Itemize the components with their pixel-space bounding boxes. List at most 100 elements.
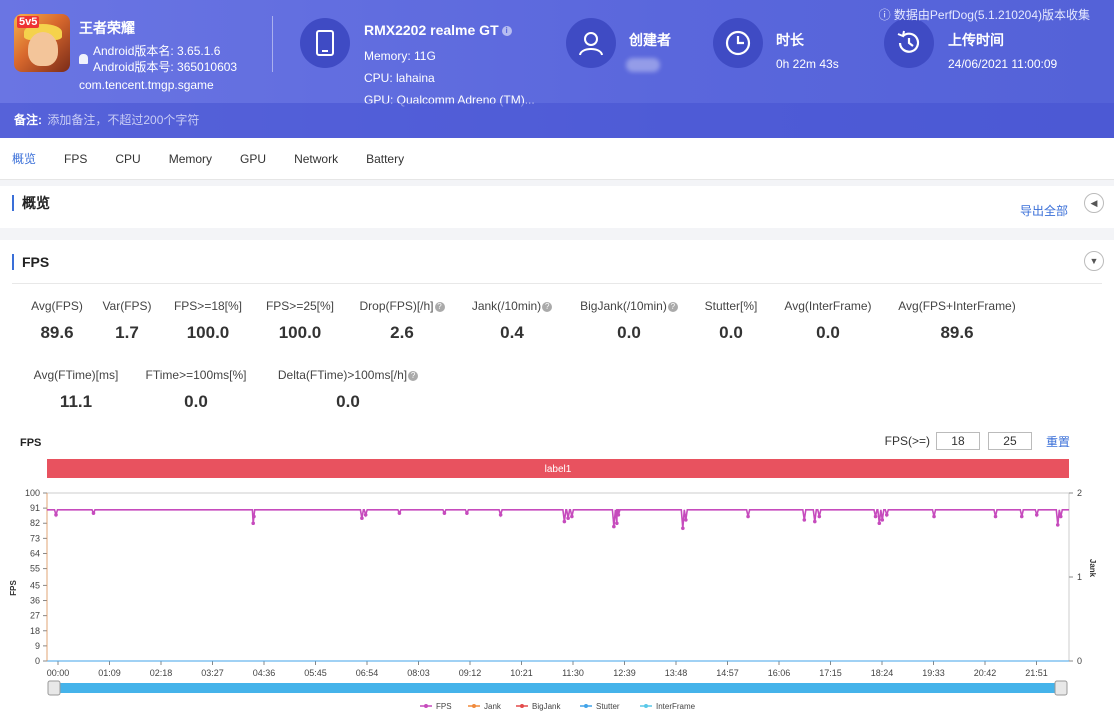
metric-label-text: BigJank(/10min)	[580, 299, 667, 313]
tab-cpu[interactable]: CPU	[115, 151, 141, 166]
metric-label-text: Drop(FPS)[/h]	[359, 299, 434, 313]
metric-label-text: Avg(InterFrame)	[784, 299, 872, 313]
app-icon-face	[28, 32, 58, 66]
note-input[interactable]: 添加备注，不超过200个字符	[47, 113, 200, 127]
x-tick-label: 11:30	[562, 668, 584, 678]
note-label: 备注:	[14, 113, 42, 127]
metric-label-text: Delta(FTime)>100ms[/h]	[277, 368, 408, 382]
metric-avg-interframe: Avg(InterFrame) 0.0	[738, 299, 918, 343]
panel-divider	[12, 283, 1102, 284]
x-tick-label: 04:36	[253, 668, 276, 678]
y-tick-label: 0	[35, 656, 40, 666]
series-line-fps	[47, 509, 1069, 529]
fps-point	[684, 518, 688, 522]
creator-name-redacted	[626, 58, 660, 72]
collapse-down-icon[interactable]: ▼	[1084, 251, 1104, 271]
android-icon	[79, 54, 88, 64]
metric-value: 0.0	[617, 323, 641, 342]
range-slider-right-handle[interactable]	[1054, 680, 1068, 696]
metric-label: Drop(FPS)[/h]?	[312, 299, 492, 313]
fps-point	[363, 513, 368, 517]
metric-value: 11.1	[59, 392, 93, 411]
tab-network[interactable]: Network	[294, 151, 339, 166]
metric-label: Var(FPS)	[37, 299, 217, 313]
fps-point	[465, 511, 469, 515]
chart-grid	[46, 492, 1070, 662]
legend-item: Stutter	[596, 702, 620, 711]
metric-fps-25: FPS>=25[%] 100.0	[210, 299, 390, 343]
fps-point	[877, 521, 882, 526]
metric-value: 2.6	[390, 323, 414, 342]
device-info-icon[interactable]: i	[501, 26, 512, 37]
note-bar[interactable]: 备注: 添加备注，不超过200个字符	[0, 103, 1114, 138]
fps-point	[252, 514, 256, 519]
fps-point	[1019, 514, 1024, 519]
fps-point	[880, 518, 885, 522]
fps-threshold-2-input[interactable]	[987, 432, 1032, 450]
range-slider-track[interactable]	[50, 683, 1064, 693]
tab-overview[interactable]: 概览	[12, 152, 37, 166]
metric-label-text: FTime>=100ms[%]	[145, 368, 247, 382]
reset-button[interactable]: 重置	[1045, 434, 1070, 449]
metric-label-text: FPS>=18[%]	[173, 299, 243, 313]
app-version-info: Android版本名: 3.65.1.6 Android版本号: 3650106…	[79, 43, 237, 75]
chart-series	[46, 493, 1069, 662]
help-icon[interactable]: ?	[434, 301, 445, 312]
legend-item: FPS	[436, 702, 452, 711]
x-tick-label: 05:45	[304, 668, 327, 678]
legend-item: Jank	[484, 702, 502, 711]
metric-value: 0.0	[719, 323, 743, 342]
x-tick-label: 00:00	[47, 668, 70, 678]
metric-value: 89.6	[40, 323, 74, 342]
range-slider-left-handle[interactable]	[47, 680, 61, 696]
metric-value: 100.0	[278, 323, 322, 342]
metric-var-fps: Var(FPS) 1.7	[37, 299, 217, 343]
metric-avg-fps: Avg(FPS) 89.6	[0, 299, 147, 343]
device-memory: Memory: 11G	[364, 49, 436, 63]
tab-fps[interactable]: FPS	[64, 151, 88, 166]
app-version-code: Android版本号: 365010603	[93, 60, 238, 74]
overview-title: 概览	[12, 195, 50, 211]
fps-point	[681, 526, 685, 531]
x-tick-label: 02:18	[150, 668, 173, 678]
duration-value: 0h 22m 43s	[776, 57, 839, 71]
overview-panel: 概览 导出全部 ◀	[0, 186, 1114, 228]
x-tick-label: 12:39	[613, 668, 636, 678]
device-title: RMX2202 realme GT i	[364, 22, 512, 38]
metric-avg-fps-interframe: Avg(FPS+InterFrame) 89.6	[867, 299, 1047, 343]
fps-point	[932, 514, 936, 519]
help-icon[interactable]: ?	[667, 301, 678, 312]
y-tick-label: 9	[35, 641, 40, 651]
duration-label: 时长	[776, 32, 804, 48]
metric-label: Avg(FPS)	[0, 299, 147, 313]
tab-memory[interactable]: Memory	[168, 151, 213, 166]
metric-label-text: Var(FPS)	[102, 299, 152, 313]
metric-ftime-100ms: FTime>=100ms[%] 0.0	[106, 368, 286, 412]
device-cpu: CPU: lahaina	[364, 71, 435, 85]
help-icon[interactable]: ?	[542, 301, 553, 312]
fps-point	[251, 521, 255, 526]
fps-threshold-1-input[interactable]	[935, 432, 980, 450]
header-divider	[272, 16, 273, 72]
fps-point	[360, 516, 364, 520]
metric-drop-fps-h: Drop(FPS)[/h]? 2.6	[312, 299, 492, 343]
fps-point	[562, 519, 567, 524]
y-tick-label: 82	[30, 518, 40, 528]
metric-jank-10min: Jank(/10min)? 0.4	[422, 299, 602, 343]
plot-area	[46, 492, 1070, 662]
metric-value: 0.0	[336, 392, 360, 411]
metric-value: 0.0	[816, 323, 840, 342]
label-band[interactable]	[47, 459, 1069, 478]
tab-gpu[interactable]: GPU	[240, 151, 267, 166]
export-all-link[interactable]: 导出全部	[1019, 204, 1068, 218]
metric-label: Delta(FTime)>100ms[/h]?	[258, 368, 438, 382]
metric-label-text: Stutter[%]	[704, 299, 758, 313]
fps-section-title: FPS	[12, 254, 49, 270]
fps-point	[612, 524, 616, 529]
tab-battery[interactable]: Battery	[366, 151, 405, 166]
metric-label: BigJank(/10min)?	[539, 299, 719, 313]
help-icon[interactable]: ?	[408, 370, 419, 381]
x-tick-label: 19:33	[922, 668, 945, 678]
collapse-left-icon[interactable]: ◀	[1084, 193, 1104, 213]
legend-marker	[584, 704, 588, 708]
